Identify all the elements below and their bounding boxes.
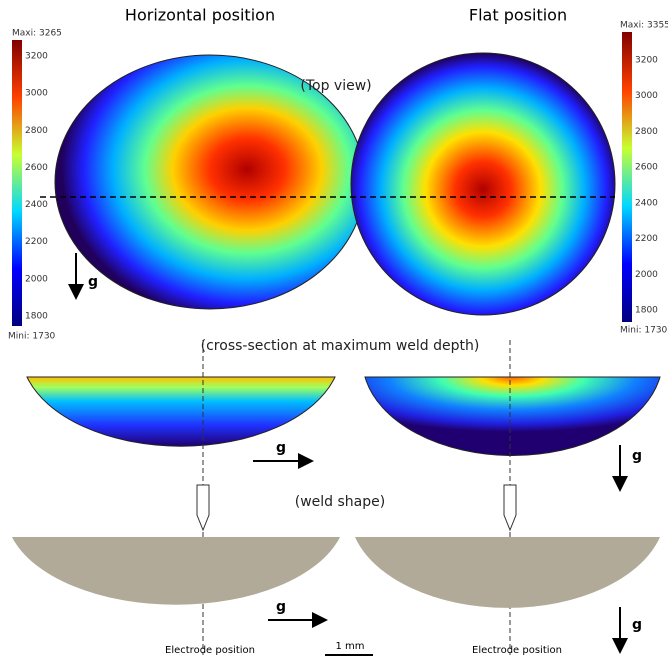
gravity-label: g [632, 448, 642, 464]
colorbar-tick-label: 2800 [25, 126, 48, 136]
electrode [197, 485, 209, 530]
gravity-label: g [632, 617, 642, 633]
label: (Top view) [300, 78, 371, 94]
colorbar-tick-label: 2600 [635, 163, 658, 173]
panel-title: Flat position [469, 6, 567, 25]
colorbar-tick-label: 2400 [635, 198, 658, 208]
colorbar-tick-label: 3000 [25, 89, 48, 99]
scale-label: 1 mm [335, 641, 364, 652]
colorbar-tick-label: 2000 [635, 270, 658, 280]
colorbar-min: Mini: 1730 [620, 326, 668, 336]
cross-section-flat [365, 377, 660, 456]
top-view-flat [351, 53, 615, 315]
electrode [504, 485, 516, 530]
colorbar-tick-label: 1800 [635, 306, 658, 316]
label: (weld shape) [295, 494, 385, 510]
cross-section-horizontal [27, 377, 335, 446]
electrode-label: Electrode position [165, 645, 255, 656]
colorbar-tick-label: 2800 [635, 127, 658, 137]
colorbar-tick-label: 3000 [635, 91, 658, 101]
weld-shape-horizontal [12, 537, 340, 605]
panel-title: Horizontal position [125, 6, 275, 25]
colorbar-tick-label: 3200 [635, 56, 658, 66]
colorbar-tick-label: 2600 [25, 163, 48, 173]
gravity-label: g [276, 599, 286, 615]
colorbar-max: Maxi: 3265 [12, 29, 62, 39]
colorbar-min: Mini: 1730 [8, 332, 56, 342]
figure: Horizontal position Flat position Maxi: … [0, 0, 668, 661]
colorbar-tick-label: 2000 [25, 274, 48, 284]
gravity-label: g [276, 440, 286, 456]
colorbar-tick-label: 2400 [25, 200, 48, 210]
colorbar [622, 32, 632, 322]
colorbar [12, 40, 22, 326]
colorbar-tick-label: 2200 [25, 237, 48, 247]
colorbar-tick-label: 3200 [25, 52, 48, 62]
weld-shape-flat [355, 537, 660, 608]
colorbar-tick-label: 2200 [635, 234, 658, 244]
colorbar-tick-label: 1800 [25, 312, 48, 322]
gravity-label: g [88, 274, 98, 290]
label: (cross-section at maximum weld depth) [201, 338, 480, 354]
electrode-label: Electrode position [472, 645, 562, 656]
colorbar-max: Maxi: 3355 [620, 21, 668, 31]
